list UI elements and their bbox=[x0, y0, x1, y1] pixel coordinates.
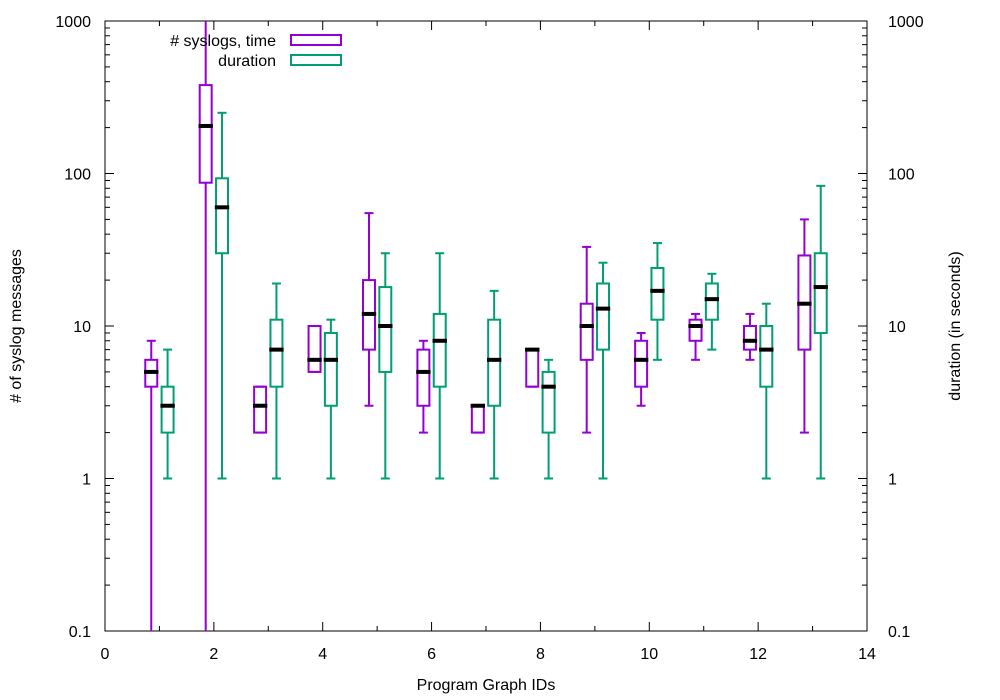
box-iqr bbox=[378, 286, 393, 373]
y2-tick-label: 1 bbox=[888, 472, 897, 489]
legend-swatch-syslogs bbox=[290, 34, 342, 46]
box-iqr bbox=[759, 325, 774, 388]
box-duration bbox=[595, 261, 611, 480]
box-syslogs bbox=[416, 339, 431, 434]
box-marks bbox=[144, 21, 828, 631]
box-iqr bbox=[541, 370, 556, 434]
y2-tick-label: 0.1 bbox=[888, 624, 910, 641]
box-iqr bbox=[579, 302, 594, 361]
x-tick-label: 8 bbox=[536, 646, 545, 663]
box-syslogs bbox=[198, 21, 213, 631]
box-syslogs bbox=[470, 403, 486, 434]
box-iqr bbox=[215, 177, 230, 255]
y-tick-label: 1 bbox=[82, 472, 91, 489]
box-iqr bbox=[432, 312, 447, 388]
y-tick-label: 1000 bbox=[55, 14, 91, 31]
box-iqr bbox=[323, 331, 338, 407]
legend: # syslogs, time duration bbox=[170, 33, 342, 70]
box-duration bbox=[759, 302, 774, 480]
box-iqr bbox=[160, 385, 175, 434]
box-iqr bbox=[487, 318, 502, 407]
legend-label-syslogs: # syslogs, time bbox=[170, 33, 276, 50]
box-syslogs bbox=[688, 312, 703, 361]
box-iqr bbox=[742, 325, 757, 351]
x-tick-label: 12 bbox=[749, 646, 767, 663]
box-iqr bbox=[416, 348, 431, 407]
box-syslogs bbox=[797, 218, 812, 434]
box-duration bbox=[704, 272, 720, 351]
y-tick-label: 100 bbox=[64, 167, 91, 184]
x-axis-label: Program Graph IDs bbox=[417, 677, 556, 694]
y2-tick-label: 1000 bbox=[888, 14, 924, 31]
box-iqr bbox=[634, 339, 649, 388]
box-iqr bbox=[688, 318, 703, 342]
box-iqr bbox=[650, 267, 665, 321]
box-syslogs bbox=[307, 325, 322, 373]
box-iqr bbox=[198, 84, 213, 184]
y-tick-label: 10 bbox=[73, 319, 91, 336]
y2-tick-label: 10 bbox=[888, 319, 906, 336]
box-syslogs bbox=[252, 385, 268, 434]
box-duration bbox=[214, 111, 230, 480]
box-duration bbox=[323, 318, 339, 480]
box-iqr bbox=[813, 252, 828, 334]
box-syslogs bbox=[742, 312, 758, 361]
y2-axis-label: duration (in seconds) bbox=[947, 251, 964, 400]
box-syslogs bbox=[633, 331, 649, 407]
box-duration bbox=[541, 358, 556, 480]
box-syslogs bbox=[525, 347, 540, 388]
x-tick-label: 0 bbox=[101, 646, 110, 663]
box-duration bbox=[486, 289, 502, 480]
box-duration bbox=[813, 184, 828, 480]
box-iqr bbox=[596, 282, 611, 351]
axis-ticks bbox=[104, 20, 868, 632]
box-duration bbox=[160, 348, 175, 480]
box-iqr bbox=[307, 325, 322, 373]
x-tick-label: 6 bbox=[427, 646, 436, 663]
box-iqr bbox=[253, 385, 268, 434]
box-syslogs bbox=[579, 245, 594, 434]
box-iqr bbox=[704, 282, 719, 321]
x-tick-label: 10 bbox=[640, 646, 658, 663]
y-tick-label: 0.1 bbox=[69, 624, 91, 641]
axis-tick-labels: 0 2 4 6 8 10 12 14 0.1 0.1 1 1 10 10 100 100 1000 1000 bbox=[55, 14, 923, 663]
legend-label-duration: duration bbox=[218, 53, 276, 70]
y-axis-label: # of syslog messages bbox=[8, 249, 25, 403]
box-syslogs bbox=[144, 339, 159, 631]
x-tick-label: 2 bbox=[209, 646, 218, 663]
x-tick-label: 14 bbox=[858, 646, 876, 663]
box-iqr bbox=[525, 348, 540, 388]
y2-tick-label: 100 bbox=[888, 167, 915, 184]
box-iqr bbox=[470, 404, 485, 434]
box-duration bbox=[432, 252, 447, 480]
box-duration bbox=[650, 242, 665, 361]
box-duration bbox=[378, 252, 393, 480]
box-iqr bbox=[269, 318, 284, 388]
x-tick-label: 4 bbox=[318, 646, 327, 663]
box-duration bbox=[269, 282, 284, 480]
box-syslogs bbox=[361, 212, 377, 407]
legend-swatch-duration bbox=[290, 54, 342, 66]
